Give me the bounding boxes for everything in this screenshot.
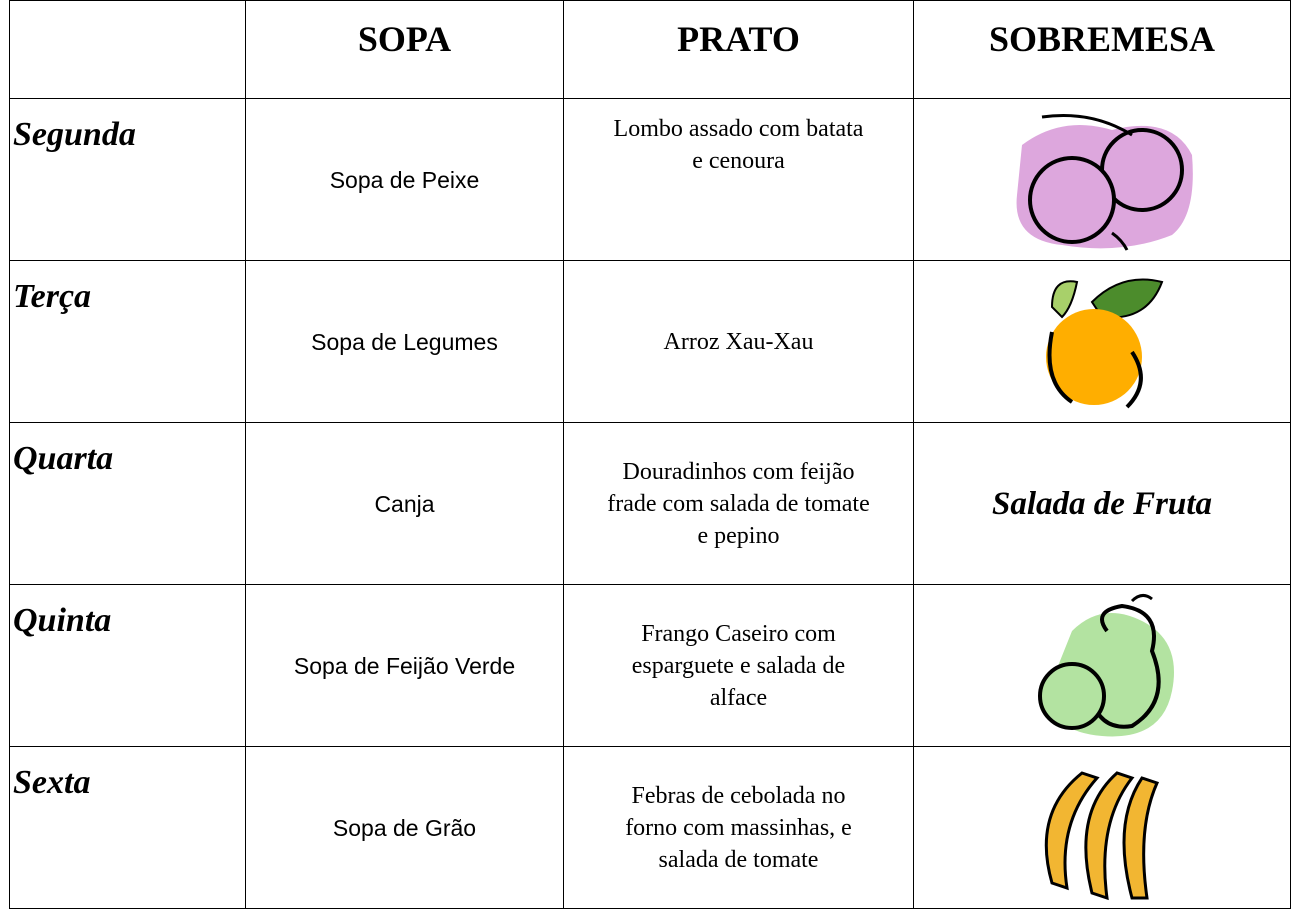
header-cell: SOBREMESA — [913, 0, 1291, 99]
row: Terça Sopa de Legumes Arroz Xau-Xau — [9, 260, 1291, 423]
dessert: Salada de Fruta — [913, 422, 1291, 585]
empty-cell — [9, 0, 246, 99]
pear-icon — [1038, 593, 1174, 736]
day: Sexta — [9, 746, 246, 909]
main-dish: Douradinhos com feijão frade com salada … — [563, 422, 914, 585]
main-dish: Lombo assado com batata e cenoura — [563, 98, 914, 261]
row: Quinta Sopa de Feijão Verde Frango Casei… — [9, 584, 1291, 747]
row: Segunda Sopa de Peixe Lombo assado com b… — [9, 98, 1291, 261]
day: Quarta — [9, 422, 246, 585]
day: Segunda — [9, 98, 246, 261]
soup: Sopa de Legumes — [245, 260, 564, 423]
main-dish: Febras de cebolada no forno com massinha… — [563, 746, 914, 909]
header-cell: SOPA — [245, 0, 564, 99]
main-dish: Arroz Xau-Xau — [563, 260, 914, 423]
row: Sexta Sopa de Grão Febras de cebolada no… — [9, 746, 1291, 909]
header-cell: PRATO — [563, 0, 914, 99]
day: Quinta — [9, 584, 246, 747]
dessert-image — [913, 746, 1291, 909]
header-row: SOPA PRATO SOBREMESA — [9, 0, 1291, 99]
soup: Sopa de Peixe — [245, 98, 564, 261]
soup: Sopa de Grão — [245, 746, 564, 909]
menu-table: SOPA PRATO SOBREMESA Segunda Sopa de Pei… — [9, 0, 1291, 909]
main-dish: Frango Caseiro com esparguete e salada d… — [563, 584, 914, 747]
apple-icon — [1016, 113, 1193, 251]
dessert-image — [913, 98, 1291, 261]
dessert-image — [913, 260, 1291, 423]
day: Terça — [9, 260, 246, 423]
banana-icon — [1044, 770, 1160, 900]
soup: Canja — [245, 422, 564, 585]
row: Quarta Canja Douradinhos com feijão frad… — [9, 422, 1291, 585]
orange-icon — [1046, 278, 1164, 408]
dessert-image — [913, 584, 1291, 747]
soup: Sopa de Feijão Verde — [245, 584, 564, 747]
